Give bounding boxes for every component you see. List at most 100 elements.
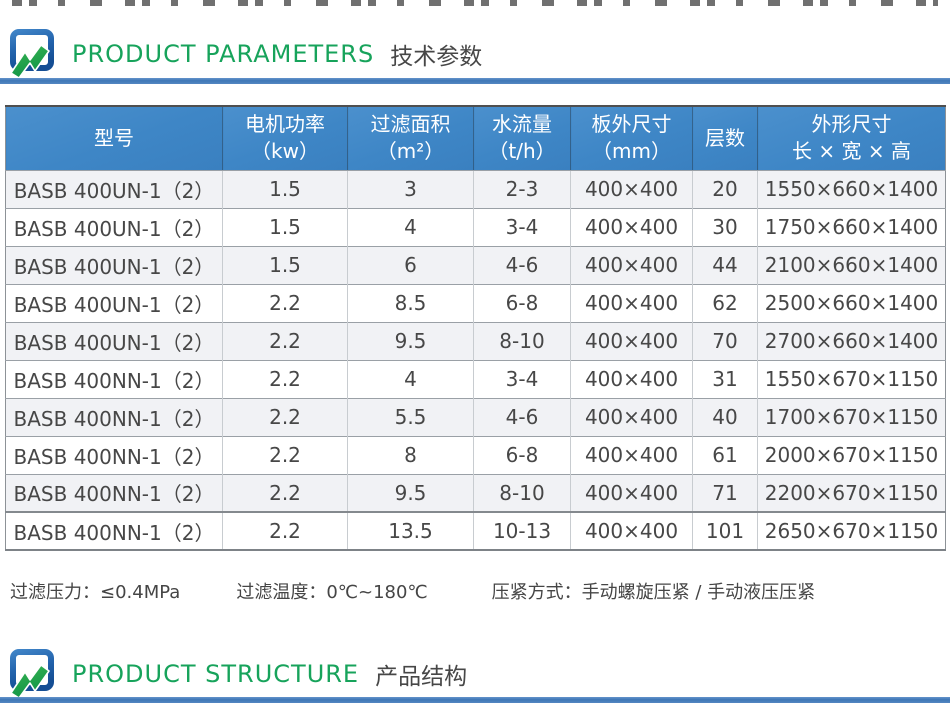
brand-logo-icon <box>10 29 54 79</box>
brand-logo-icon <box>10 649 54 699</box>
cell-flow: 3-4 <box>473 359 571 398</box>
cell-model: BASB 400UN-1（2） <box>5 207 223 246</box>
cell-power: 1.5 <box>222 245 348 284</box>
col-header-label: 电机功率 <box>245 112 325 137</box>
cell-layers: 71 <box>692 473 758 512</box>
col-header-filter-area: 过滤面积 （m²） <box>347 106 474 171</box>
product-parameters-table: 型号 电机功率 （kw） 过滤面积 （m²） 水流量 （t/h） 板外尺寸 （mm） 层… <box>5 105 946 551</box>
col-header-overall-size: 外形尺寸长 × 宽 × 高 <box>757 106 946 171</box>
cell-model: BASB 400UN-1（2） <box>5 170 223 208</box>
section-title-zh: 技术参数 <box>390 44 483 70</box>
cell-layers: 31 <box>692 359 758 398</box>
table-row: BASB 400NN-1（2） 2.2 8 6-8 400×400 61 2000×670×… <box>5 435 946 474</box>
cell-area: 6 <box>347 245 474 284</box>
cell-plate: 400×400 <box>570 321 693 360</box>
cell-layers: 70 <box>692 321 758 360</box>
cell-flow: 10-13 <box>473 511 571 550</box>
section-header-structure: PRODUCT STRUCTURE 产品结构 <box>8 649 468 699</box>
cell-model: BASB 400NN-1（2） <box>5 397 223 436</box>
col-header-label: 板外尺寸 <box>591 112 672 137</box>
cell-plate: 400×400 <box>570 511 693 550</box>
section-title-zh: 产品结构 <box>375 664 468 690</box>
cell-size: 2200×670×1150 <box>757 473 946 512</box>
section-title-en: PRODUCT STRUCTURE <box>72 660 360 688</box>
cell-power: 1.5 <box>222 170 348 208</box>
cell-model: BASB 400UN-1（2） <box>5 283 223 322</box>
cell-plate: 400×400 <box>570 435 693 474</box>
cell-flow: 8-10 <box>473 321 571 360</box>
cell-size: 1750×660×1400 <box>757 207 946 246</box>
cell-area: 3 <box>347 170 474 208</box>
cell-area: 5.5 <box>347 397 474 436</box>
table-row: BASB 400UN-1（2） 1.5 3 2-3 400×400 20 1550×660×… <box>5 170 946 208</box>
cell-model: BASB 400NN-1（2） <box>5 359 223 398</box>
cell-plate: 400×400 <box>570 207 693 246</box>
cell-power: 2.2 <box>222 435 348 474</box>
table-row: BASB 400UN-1（2） 1.5 4 3-4 400×400 30 1750×660×… <box>5 207 946 246</box>
cell-layers: 44 <box>692 245 758 284</box>
cell-size: 1700×670×1150 <box>757 397 946 436</box>
col-header-unit: （m²） <box>376 139 445 164</box>
cell-plate: 400×400 <box>570 397 693 436</box>
col-header-unit: （kw） <box>251 139 319 164</box>
table-row: BASB 400NN-1（2） 2.2 5.5 4-6 400×400 40 1700×67… <box>5 397 946 436</box>
cell-power: 2.2 <box>222 321 348 360</box>
section-title-en: PRODUCT PARAMETERS <box>72 40 375 68</box>
cell-power: 1.5 <box>222 207 348 246</box>
cell-area: 8.5 <box>347 283 474 322</box>
cell-size: 1550×670×1150 <box>757 359 946 398</box>
cell-layers: 62 <box>692 283 758 322</box>
cell-layers: 101 <box>692 511 758 550</box>
col-header-label: 外形尺寸 <box>811 112 892 137</box>
col-header-unit: （t/h） <box>488 139 556 164</box>
cell-model: BASB 400UN-1（2） <box>5 321 223 360</box>
cell-area: 9.5 <box>347 473 474 512</box>
cell-flow: 8-10 <box>473 473 571 512</box>
cropped-text-artifact <box>12 0 938 6</box>
table-row: BASB 400NN-1（2） 2.2 9.5 8-10 400×400 71 2200×6… <box>5 473 946 512</box>
table-row: BASB 400NN-1（2） 2.2 4 3-4 400×400 31 1550×670×… <box>5 359 946 398</box>
cell-power: 2.2 <box>222 397 348 436</box>
table-row: BASB 400UN-1（2） 1.5 6 4-6 400×400 44 2100×660×… <box>5 245 946 284</box>
cell-plate: 400×400 <box>570 170 693 208</box>
cell-model: BASB 400NN-1（2） <box>5 435 223 474</box>
col-header-label: 过滤面积 <box>370 112 451 137</box>
cell-size: 2100×660×1400 <box>757 245 946 284</box>
col-header-plate-size: 板外尺寸 （mm） <box>570 106 693 171</box>
cell-size: 2700×660×1400 <box>757 321 946 360</box>
cell-area: 4 <box>347 359 474 398</box>
col-header-unit: （mm） <box>592 139 671 164</box>
cell-flow: 4-6 <box>473 245 571 284</box>
col-header-unit: 长 × 宽 × 高 <box>792 139 911 164</box>
section-underline <box>0 78 950 84</box>
col-header-label: 水流量 <box>492 112 552 137</box>
col-header-water-flow: 水流量 （t/h） <box>473 106 571 171</box>
cell-size: 2500×660×1400 <box>757 283 946 322</box>
cell-layers: 61 <box>692 435 758 474</box>
section-underline <box>0 697 950 703</box>
cell-size: 1550×660×1400 <box>764 177 939 201</box>
spec-filter-pressure: 过滤压力：≤0.4MPa <box>10 582 181 603</box>
col-header-layers: 层数 <box>692 106 758 171</box>
col-header-model: 型号 <box>5 106 223 171</box>
col-header-label: 型号 <box>94 125 134 150</box>
table-row: BASB 400UN-1（2） 2.2 9.5 8-10 400×400 70 2700×6… <box>5 321 946 360</box>
cell-flow: 6-8 <box>473 283 571 322</box>
section-header-parameters: PRODUCT PARAMETERS 技术参数 <box>8 28 482 80</box>
filter-specs-line: 过滤压力：≤0.4MPa 过滤温度：0℃~180℃ 压紧方式：手动螺旋压紧 / … <box>10 578 940 604</box>
cell-model: BASB 400NN-1（2） <box>5 473 223 512</box>
cell-plate: 400×400 <box>570 359 693 398</box>
cell-plate: 400×400 <box>570 245 693 284</box>
cell-layers: 30 <box>692 207 758 246</box>
cell-area: 8 <box>347 435 474 474</box>
cell-size: 2000×670×1150 <box>757 435 946 474</box>
cell-power: 2.2 <box>222 511 348 550</box>
col-header-motor-power: 电机功率 （kw） <box>222 106 348 171</box>
cell-model: BASB 400NN-1（2） <box>5 511 223 550</box>
cell-flow: 4-6 <box>473 397 571 436</box>
cell-area: 13.5 <box>347 511 474 550</box>
spec-filter-temperature: 过滤温度：0℃~180℃ <box>236 582 428 603</box>
cell-area: 9.5 <box>347 321 474 360</box>
cell-power: 2.2 <box>222 359 348 398</box>
